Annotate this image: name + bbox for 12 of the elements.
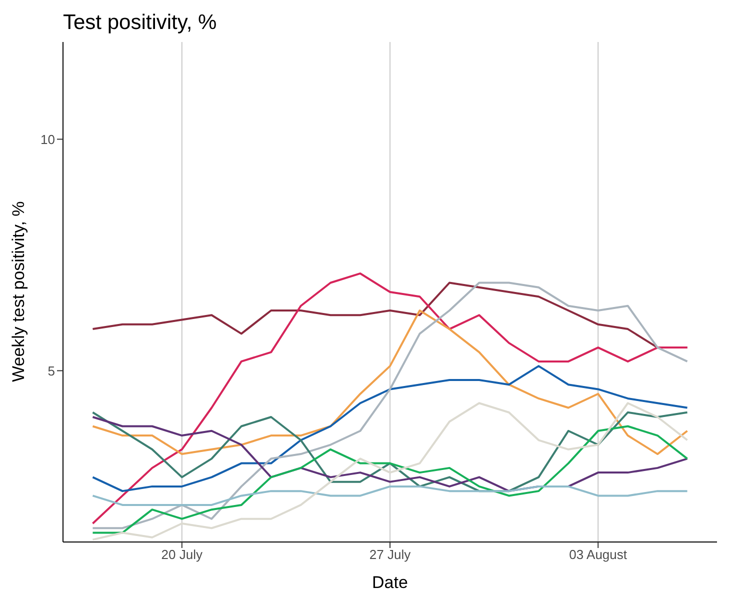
x-tick-label: 03 August	[569, 547, 628, 562]
x-tick-label: 27 July	[369, 547, 412, 562]
line-series	[92, 485, 688, 506]
x-axis-title: Date	[372, 573, 408, 592]
line-series	[92, 425, 688, 534]
y-axis-title: Weekly test positivity, %	[9, 201, 28, 382]
line-series	[92, 365, 688, 492]
chart-title: Test positivity, %	[62, 10, 218, 36]
line-series	[92, 310, 688, 456]
x-tick-label: 20 July	[161, 547, 203, 562]
y-tick-label: 10	[40, 132, 55, 147]
y-tick-label: 5	[48, 363, 55, 378]
